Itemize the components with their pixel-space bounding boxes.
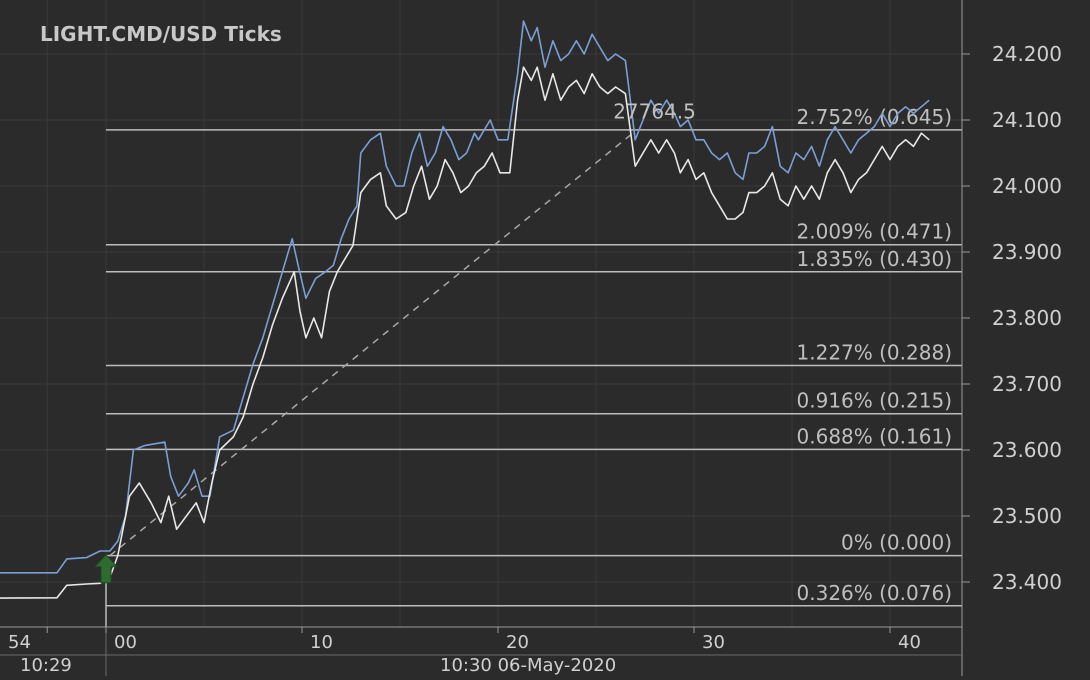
- x-axis: 54 00 10 20 30 40 10:29 10:30 06-May-2020: [8, 627, 921, 676]
- y-axis-tick-label: 23.500: [992, 504, 1062, 528]
- buy-arrow-icon: [93, 554, 119, 584]
- y-axis: 24.200 24.100 24.000 23.900 23.800 23.700 23.6…: [962, 42, 1062, 594]
- x-axis-tick-label: 30: [702, 632, 725, 653]
- fib-level-label: 0% (0.000): [841, 531, 952, 555]
- y-axis-tick-label: 23.800: [992, 306, 1062, 330]
- x-axis-tick-label: 00: [114, 632, 137, 653]
- y-axis-tick-label: 23.700: [992, 372, 1062, 396]
- chart-title: LIGHT.CMD/USD Ticks: [40, 22, 282, 46]
- fib-level-label: 2.752% (0.645): [797, 105, 952, 129]
- y-axis-tick-label: 23.400: [992, 570, 1062, 594]
- annotation-label: 27764.5: [613, 99, 696, 123]
- fib-level-label: 0.326% (0.076): [797, 581, 952, 605]
- x-axis-tick-label: 40: [898, 632, 921, 653]
- x-axis-tick-label: 10: [310, 632, 333, 653]
- x-axis-tick-label: 54: [8, 632, 31, 653]
- bid-price-line: [0, 66, 930, 599]
- trendline: [109, 130, 636, 557]
- fib-level-label: 1.835% (0.430): [797, 247, 952, 271]
- plot-background: [0, 0, 962, 627]
- ask-price-line: [0, 20, 930, 574]
- y-axis-tick-label: 24.200: [992, 42, 1062, 66]
- y-axis-tick-label: 24.100: [992, 108, 1062, 132]
- y-axis-tick-label: 23.600: [992, 438, 1062, 462]
- fib-level-label: 0.916% (0.215): [797, 389, 952, 413]
- fib-level-label: 1.227% (0.288): [797, 341, 952, 365]
- x-axis-sub-label: 10:30 06-May-2020: [440, 655, 616, 676]
- fib-level-label: 0.688% (0.161): [797, 424, 952, 448]
- x-axis-sub-label: 10:29: [20, 655, 72, 676]
- trendline-group: [109, 130, 636, 557]
- x-axis-tick-label: 20: [506, 632, 529, 653]
- y-axis-tick-label: 23.900: [992, 240, 1062, 264]
- marker-group: [93, 554, 119, 584]
- series-group: [0, 20, 930, 599]
- fib-levels: 2.752% (0.645) 2.009% (0.471) 1.835% (0.43…: [106, 105, 962, 607]
- y-axis-tick-label: 24.000: [992, 174, 1062, 198]
- axis-background: [962, 0, 1090, 676]
- grid: [0, 0, 962, 627]
- fib-level-label: 2.009% (0.471): [797, 220, 952, 244]
